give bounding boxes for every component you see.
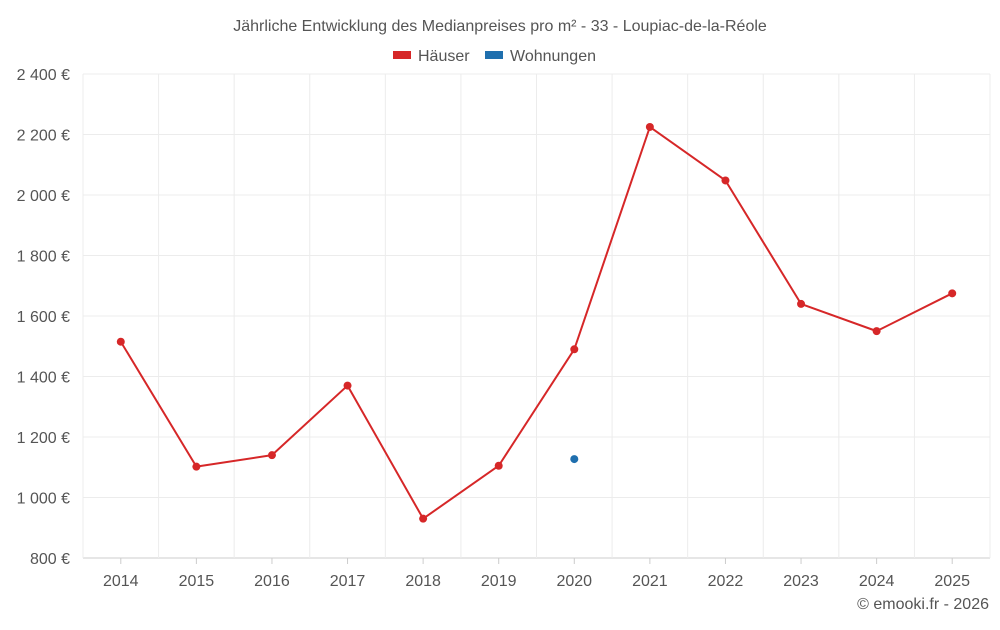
- x-tick-label: 2023: [783, 573, 819, 590]
- legend-swatch-haeuser: [393, 51, 411, 59]
- data-point-haeuser[interactable]: [570, 345, 579, 354]
- x-tick-label: 2020: [556, 573, 592, 590]
- data-point-haeuser[interactable]: [797, 299, 806, 308]
- data-point-haeuser[interactable]: [116, 337, 125, 346]
- y-tick-label: 1 800 €: [17, 249, 70, 266]
- y-axis: 800 € 1 000 € 1 200 € 1 400 € 1 600 € 1 800 €…: [17, 67, 70, 568]
- copyright-credit: © emooki.fr - 2026: [857, 596, 989, 613]
- data-point-haeuser[interactable]: [872, 327, 881, 336]
- data-point-haeuser[interactable]: [192, 462, 201, 471]
- y-tick-label: 800 €: [30, 551, 70, 568]
- y-tick-label: 1 200 €: [17, 430, 70, 447]
- series-haeuser: [116, 122, 957, 523]
- x-tick-label: 2019: [481, 573, 517, 590]
- legend-item-haeuser[interactable]: Häuser: [393, 48, 470, 65]
- y-tick-label: 1 600 €: [17, 309, 70, 326]
- x-tick-label: 2024: [859, 573, 895, 590]
- data-point-haeuser[interactable]: [267, 451, 276, 460]
- x-tick-label: 2014: [103, 573, 139, 590]
- y-tick-label: 1 400 €: [17, 370, 70, 387]
- grid: [82, 73, 991, 559]
- legend-label-haeuser: Häuser: [418, 48, 470, 65]
- series-line-haeuser: [119, 125, 953, 520]
- chart-title: Jährliche Entwicklung des Medianpreises …: [233, 18, 767, 35]
- legend: Häuser Wohnungen: [393, 48, 596, 65]
- legend-label-wohnungen: Wohnungen: [510, 48, 596, 65]
- data-point-wohnungen[interactable]: [570, 455, 579, 464]
- data-point-haeuser[interactable]: [494, 461, 503, 470]
- y-tick-label: 2 000 €: [17, 188, 70, 205]
- data-point-haeuser[interactable]: [343, 381, 352, 390]
- data-point-haeuser[interactable]: [645, 122, 654, 131]
- legend-item-wohnungen[interactable]: Wohnungen: [485, 48, 596, 65]
- x-tick-label: 2015: [179, 573, 215, 590]
- x-tick-label: 2017: [330, 573, 366, 590]
- x-tick-label: 2016: [254, 573, 290, 590]
- x-tick-label: 2025: [934, 573, 970, 590]
- x-tick-label: 2018: [405, 573, 441, 590]
- data-point-haeuser[interactable]: [419, 514, 428, 523]
- series-layer: [116, 122, 957, 523]
- x-tick-label: 2022: [708, 573, 744, 590]
- y-tick-label: 2 200 €: [17, 128, 70, 145]
- legend-swatch-wohnungen: [485, 51, 503, 59]
- x-axis: 2014 2015 2016 2017 2018 2019 2020 2021 2022 2023…: [103, 558, 970, 590]
- x-tick-label: 2021: [632, 573, 668, 590]
- y-tick-label: 1 000 €: [17, 491, 70, 508]
- series-wohnungen: [570, 455, 579, 464]
- y-tick-label: 2 400 €: [17, 67, 70, 84]
- data-point-haeuser[interactable]: [721, 176, 730, 185]
- data-point-haeuser[interactable]: [948, 289, 957, 298]
